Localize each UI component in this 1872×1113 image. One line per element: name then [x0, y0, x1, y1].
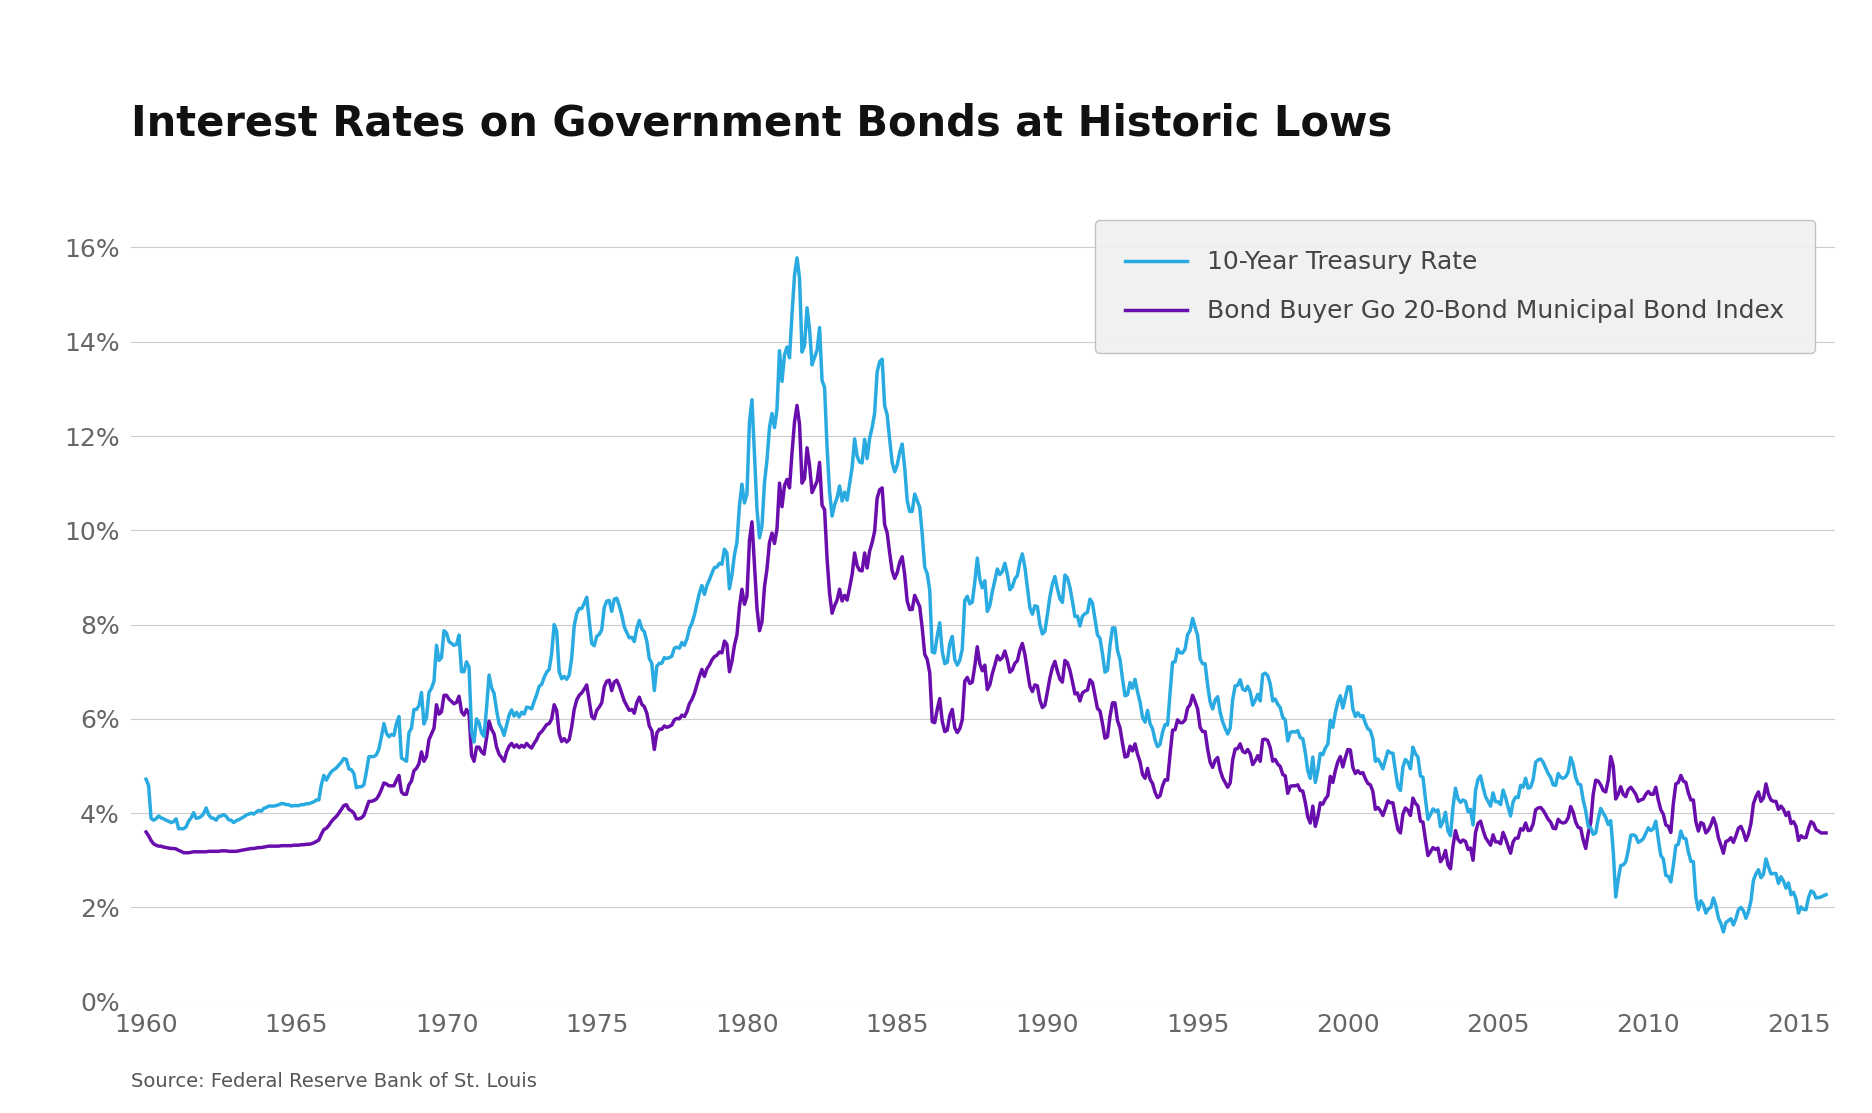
Legend: 10-Year Treasury Rate, Bond Buyer Go 20-Bond Municipal Bond Index: 10-Year Treasury Rate, Bond Buyer Go 20-… [1095, 220, 1814, 353]
Text: Source: Federal Reserve Bank of St. Louis: Source: Federal Reserve Bank of St. Loui… [131, 1072, 537, 1091]
Line: 10-Year Treasury Rate: 10-Year Treasury Rate [146, 258, 1825, 932]
10-Year Treasury Rate [1814, 888, 1836, 902]
10-Year Treasury Rate [1552, 771, 1574, 785]
Line: Bond Buyer Go 20-Bond Municipal Bond Index: Bond Buyer Go 20-Bond Municipal Bond Ind… [146, 405, 1825, 869]
10-Year Treasury Rate [1713, 925, 1735, 938]
Bond Buyer Go 20-Bond Municipal Bond Index [408, 757, 431, 770]
Bond Buyer Go 20-Bond Municipal Bond Index [786, 398, 809, 412]
10-Year Treasury Rate [182, 806, 204, 819]
Bond Buyer Go 20-Bond Municipal Bond Index [683, 687, 706, 700]
Bond Buyer Go 20-Bond Municipal Bond Index [1662, 797, 1685, 810]
Bond Buyer Go 20-Bond Municipal Bond Index [582, 712, 605, 726]
Bond Buyer Go 20-Bond Municipal Bond Index [1554, 816, 1576, 829]
10-Year Treasury Rate [683, 609, 706, 622]
Bond Buyer Go 20-Bond Municipal Bond Index [1440, 863, 1462, 876]
Bond Buyer Go 20-Bond Municipal Bond Index [1814, 826, 1836, 839]
10-Year Treasury Rate [582, 639, 605, 652]
Bond Buyer Go 20-Bond Municipal Bond Index [182, 845, 204, 858]
Text: Interest Rates on Government Bonds at Historic Lows: Interest Rates on Government Bonds at Hi… [131, 102, 1393, 145]
10-Year Treasury Rate [1660, 875, 1683, 888]
10-Year Treasury Rate [408, 699, 431, 712]
Bond Buyer Go 20-Bond Municipal Bond Index [135, 826, 157, 839]
10-Year Treasury Rate [786, 252, 809, 265]
10-Year Treasury Rate [135, 772, 157, 786]
